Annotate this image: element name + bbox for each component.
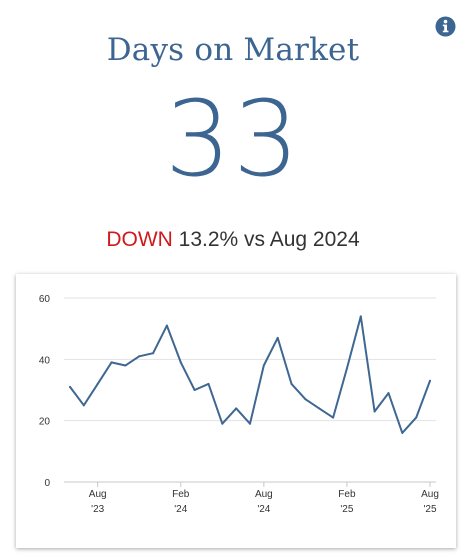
- data-point: [318, 407, 321, 410]
- page-title: Days on Market: [106, 32, 360, 68]
- info-button[interactable]: [435, 16, 456, 37]
- data-point: [165, 324, 168, 327]
- y-tick-label: 0: [44, 478, 50, 489]
- data-point: [221, 422, 224, 425]
- data-point: [82, 404, 85, 407]
- data-point: [290, 382, 293, 385]
- y-tick-label: 20: [39, 417, 51, 428]
- data-point: [429, 379, 431, 382]
- data-point: [401, 431, 404, 434]
- x-tick-label: Feb: [338, 489, 356, 500]
- metric-value: 33: [164, 78, 302, 200]
- y-tick-label: 60: [39, 294, 51, 305]
- data-point: [193, 389, 196, 391]
- x-tick-year-label: '24: [257, 504, 270, 515]
- y-tick-label: 40: [39, 355, 51, 366]
- x-tick-year-label: '23: [91, 504, 104, 515]
- data-point: [69, 385, 71, 388]
- x-tick-year-label: '25: [423, 504, 436, 515]
- days-on-market-chart: 0 20 40 60 Aug '23 Feb '24 Aug '24 Feb '25 Aug '25: [39, 294, 439, 515]
- data-point: [359, 315, 362, 318]
- change-summary: DOWN 13.2% vs Aug 2024: [0, 228, 466, 252]
- x-tick-year-label: '25: [340, 504, 353, 515]
- data-point: [152, 352, 155, 355]
- x-tick-label: Aug: [255, 489, 273, 500]
- data-point: [345, 367, 348, 370]
- data-point: [304, 398, 307, 401]
- x-tick-year-label: '24: [174, 504, 187, 515]
- change-text: 13.2% vs Aug 2024: [178, 228, 360, 251]
- change-direction: DOWN: [106, 228, 173, 251]
- x-tick-label: Aug: [89, 489, 107, 500]
- data-point: [124, 364, 127, 367]
- data-point: [249, 422, 251, 425]
- data-point: [207, 382, 210, 385]
- series-line: [69, 315, 431, 434]
- data-point: [387, 392, 390, 395]
- data-point: [179, 361, 182, 364]
- data-point: [262, 364, 265, 367]
- data-point: [332, 416, 335, 419]
- x-tick-label: Aug: [421, 489, 439, 500]
- data-point: [373, 410, 376, 413]
- data-point: [110, 361, 113, 364]
- data-point: [235, 407, 238, 410]
- data-point: [415, 416, 418, 419]
- data-point: [276, 336, 279, 339]
- x-tick-label: Feb: [172, 489, 190, 500]
- chart-card: 0 20 40 60 Aug '23 Feb '24 Aug '24 Feb '25 Aug '25: [16, 274, 456, 548]
- data-point: [138, 355, 141, 358]
- info-circle-icon: [435, 16, 456, 37]
- data-point: [96, 382, 99, 385]
